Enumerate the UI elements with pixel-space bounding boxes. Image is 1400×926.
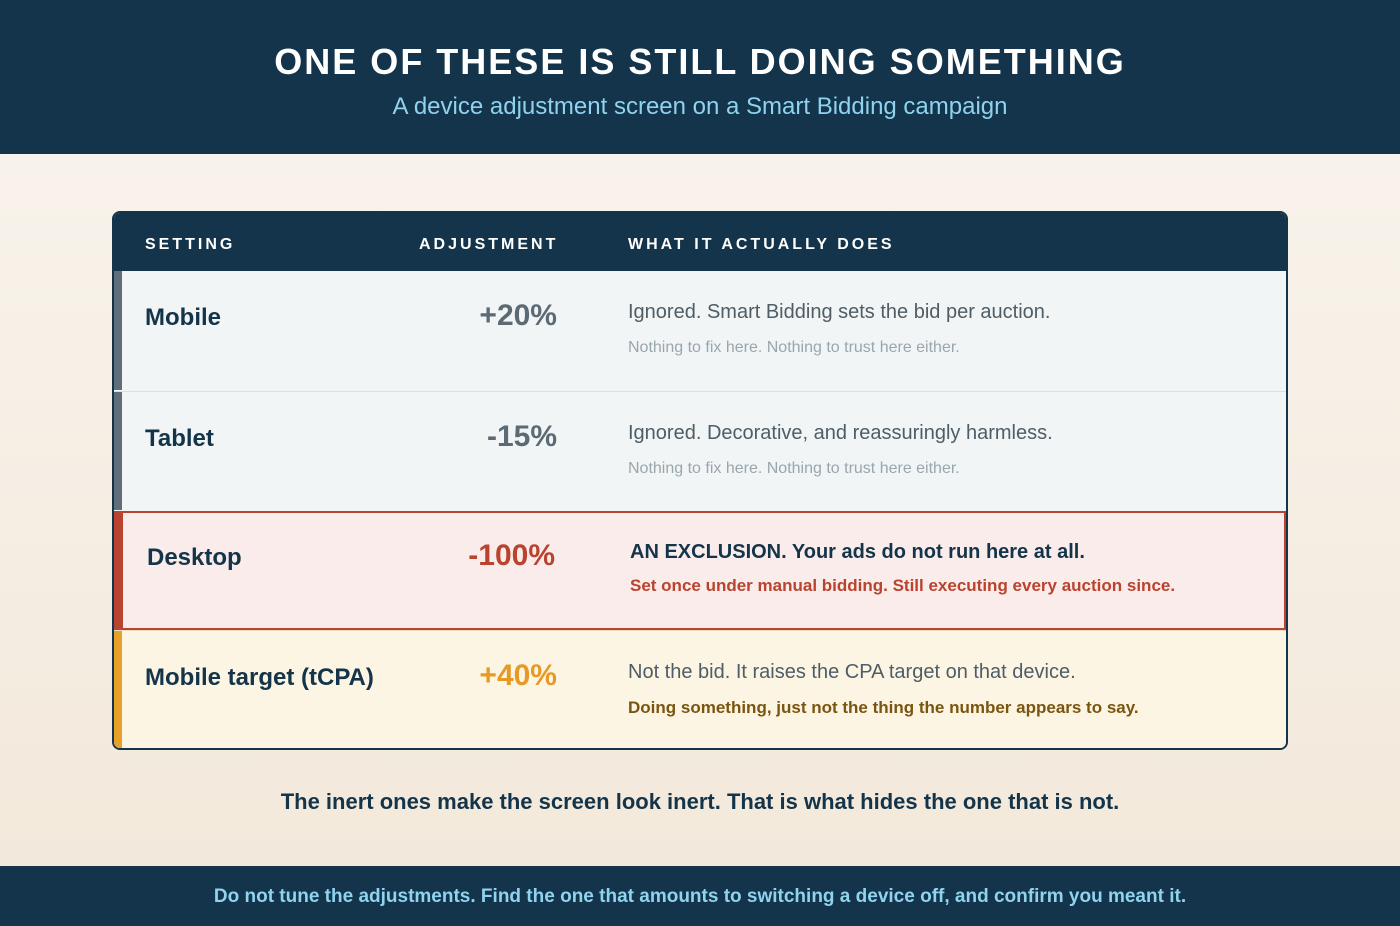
row-note: Nothing to fix here. Nothing to trust he…: [628, 460, 960, 477]
row-description: AN EXCLUSION. Your ads do not run here a…: [630, 541, 1085, 563]
row-adjustment: +20%: [479, 299, 557, 332]
row-note: Doing something, just not the thing the …: [628, 698, 1139, 717]
page-title: ONE OF THESE IS STILL DOING SOMETHING: [274, 41, 1126, 82]
column-header-setting: SETTING: [145, 236, 236, 253]
table-row-tablet: Tablet -15% Ignored. Decorative, and rea…: [114, 391, 1286, 510]
row-adjustment: -15%: [486, 420, 557, 453]
table-row-desktop: Desktop -100% AN EXCLUSION. Your ads do …: [114, 511, 1286, 630]
row-description: Ignored. Smart Bidding sets the bid per …: [628, 301, 1051, 323]
column-header-adjustment: ADJUSTMENT: [419, 236, 559, 253]
footer-text: Do not tune the adjustments. Find the on…: [213, 886, 1187, 907]
row-setting: Tablet: [145, 425, 214, 452]
table-header: SETTING ADJUSTMENT WHAT IT ACTUALLY DOES: [114, 213, 1286, 271]
row-description: Ignored. Decorative, and reassuringly ha…: [628, 422, 1053, 444]
row-description: Not the bid. It raises the CPA target on…: [628, 661, 1076, 683]
row-status-bar: [115, 513, 123, 628]
page-header: ONE OF THESE IS STILL DOING SOMETHING A …: [0, 0, 1400, 154]
row-setting: Mobile: [145, 304, 221, 331]
page-footer: Do not tune the adjustments. Find the on…: [0, 866, 1400, 926]
row-status-bar: [114, 392, 122, 510]
caption: The inert ones make the screen look iner…: [280, 789, 1120, 814]
row-status-bar: [114, 631, 122, 748]
row-note: Set once under manual bidding. Still exe…: [630, 576, 1176, 595]
table-row-mobile-target: Mobile target (tCPA) +40% Not the bid. I…: [114, 630, 1286, 748]
device-adjustment-table: SETTING ADJUSTMENT WHAT IT ACTUALLY DOES…: [112, 211, 1288, 750]
table-row-mobile: Mobile +20% Ignored. Smart Bidding sets …: [114, 271, 1286, 390]
row-setting: Mobile target (tCPA): [145, 664, 374, 691]
row-note: Nothing to fix here. Nothing to trust he…: [628, 339, 960, 356]
row-adjustment: -100%: [468, 539, 555, 572]
column-header-does: WHAT IT ACTUALLY DOES: [628, 236, 895, 253]
row-adjustment: +40%: [479, 659, 557, 692]
row-status-bar: [114, 271, 122, 390]
row-setting: Desktop: [147, 544, 242, 571]
page-subtitle: A device adjustment screen on a Smart Bi…: [392, 93, 1008, 120]
